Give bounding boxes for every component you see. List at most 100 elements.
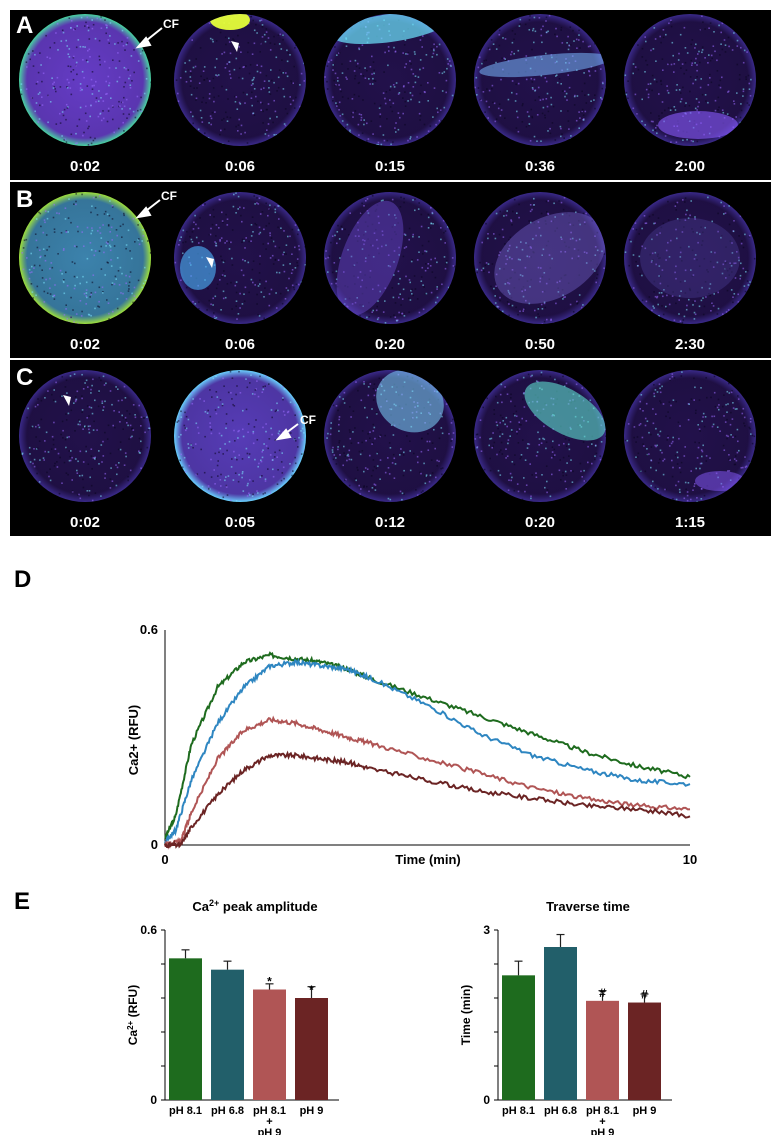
cell-frame (165, 183, 315, 333)
cell-body (19, 370, 151, 502)
cell-frame (615, 183, 765, 333)
category-label: pH 8.1 (169, 1105, 202, 1117)
panel-e-letter: E (14, 888, 31, 915)
bar-chart-traverse-time: Traverse time 3 0 Time (min) pH 8.1 pH 6.8 # pH… (459, 899, 672, 1135)
cell-frame (465, 361, 615, 511)
cell-frame (10, 183, 160, 333)
bar-0 (502, 975, 535, 1100)
cell-image (174, 14, 306, 146)
cell-frame (165, 361, 315, 511)
cell-body (624, 192, 756, 324)
cell-image (324, 370, 456, 502)
y-tick-top: 0.6 (140, 622, 158, 637)
line-series-3 (164, 750, 691, 849)
category-label: pH 8.1 (586, 1105, 619, 1117)
cell-frame (315, 361, 465, 511)
cell-image (174, 370, 306, 502)
time-label: 0:20 (374, 336, 406, 353)
y-axis-label: Time (min) (459, 985, 473, 1045)
category-label: pH 8.1 (502, 1105, 535, 1117)
y-axis-label: Ca2+ (RFU) (126, 705, 141, 775)
bar-1 (544, 947, 577, 1100)
category-label: pH 9 (300, 1105, 324, 1117)
line-series-group (164, 651, 691, 850)
bar-3 (628, 1002, 661, 1100)
cell-image (474, 370, 606, 502)
time-label: 0:15 (374, 158, 406, 175)
bar-3 (295, 998, 328, 1100)
y-tick-label: 0 (150, 1093, 157, 1107)
time-label: 0:20 (524, 514, 556, 531)
y-axis-label: Ca2+ (RFU) (126, 985, 141, 1045)
line-chart-calcium: 0.6 0 0 10 Time (min) Ca2+ (RFU) (126, 622, 697, 867)
significance-mark: * (309, 983, 314, 997)
cf-label-c: CF (300, 413, 316, 427)
y-tick-label: 0.6 (140, 923, 157, 937)
arrowhead-marker (63, 395, 71, 406)
time-label: 0:06 (224, 336, 256, 353)
x-tick-right: 10 (683, 852, 697, 867)
cf-label-b: CF (161, 189, 177, 203)
cell-frame (10, 361, 160, 511)
bar-chart-title: Traverse time (546, 899, 630, 914)
cell-body (19, 14, 151, 146)
cell-image (624, 14, 756, 146)
cell-frame (10, 5, 160, 155)
time-label: 0:12 (374, 514, 406, 531)
cell-image (19, 192, 151, 324)
bar-chart-title: Ca2+ peak amplitude (192, 898, 317, 914)
cell-body (474, 14, 606, 146)
cell-image (624, 192, 756, 324)
category-label: pH 9 (591, 1127, 615, 1135)
panel-c-letter: C (16, 364, 34, 391)
category-label: pH 9 (258, 1127, 282, 1135)
bar-0 (169, 958, 202, 1100)
category-label: pH 8.1 (253, 1105, 286, 1117)
cell-body (624, 370, 756, 502)
cell-image (324, 192, 456, 324)
time-label: 2:00 (674, 158, 706, 175)
cell-image (19, 370, 151, 502)
time-label: 2:30 (674, 336, 706, 353)
bar-2 (253, 989, 286, 1100)
cell-image (624, 370, 756, 502)
time-label: 0:02 (69, 514, 101, 531)
bar-2 (586, 1000, 619, 1100)
y-tick-label: 0 (483, 1093, 490, 1107)
y-tick-label: 3 (483, 923, 490, 937)
panel-b-letter: B (16, 186, 34, 213)
cell-frame (315, 183, 465, 333)
cell-frame (465, 183, 615, 333)
significance-mark: # (641, 988, 648, 1002)
x-axis-label: Time (min) (395, 852, 461, 867)
significance-mark: * (267, 975, 272, 989)
y-tick-bottom: 0 (151, 837, 158, 852)
cell-body (324, 192, 456, 324)
cell-image (474, 14, 606, 146)
cell-body (19, 192, 151, 324)
cell-frame (465, 5, 615, 155)
panel-d-letter: D (14, 566, 32, 593)
cell-image (19, 14, 151, 146)
category-label: pH 6.8 (211, 1105, 244, 1117)
cell-image (174, 192, 306, 324)
cell-frame (315, 5, 465, 155)
cell-image (324, 14, 456, 146)
time-label: 0:50 (524, 336, 556, 353)
cell-frame (615, 361, 765, 511)
panel-a-letter: A (16, 12, 34, 39)
cf-label-a: CF (163, 17, 179, 31)
bar-1 (211, 969, 244, 1100)
cell-frame (615, 5, 765, 155)
bar-chart-peak-amplitude: Ca2+ peak amplitude 0.6 0 Ca2+ (RFU) pH 8.1 p… (126, 898, 339, 1135)
time-label: 0:02 (69, 336, 101, 353)
time-label: 0:06 (224, 158, 256, 175)
category-label: + (266, 1116, 272, 1128)
time-label: 1:15 (674, 514, 706, 531)
time-label: 0:02 (69, 158, 101, 175)
cell-frame (165, 5, 315, 155)
cell-image (474, 192, 606, 324)
line-series-2 (164, 715, 691, 850)
category-label: pH 9 (633, 1105, 657, 1117)
cell-body (174, 192, 306, 324)
